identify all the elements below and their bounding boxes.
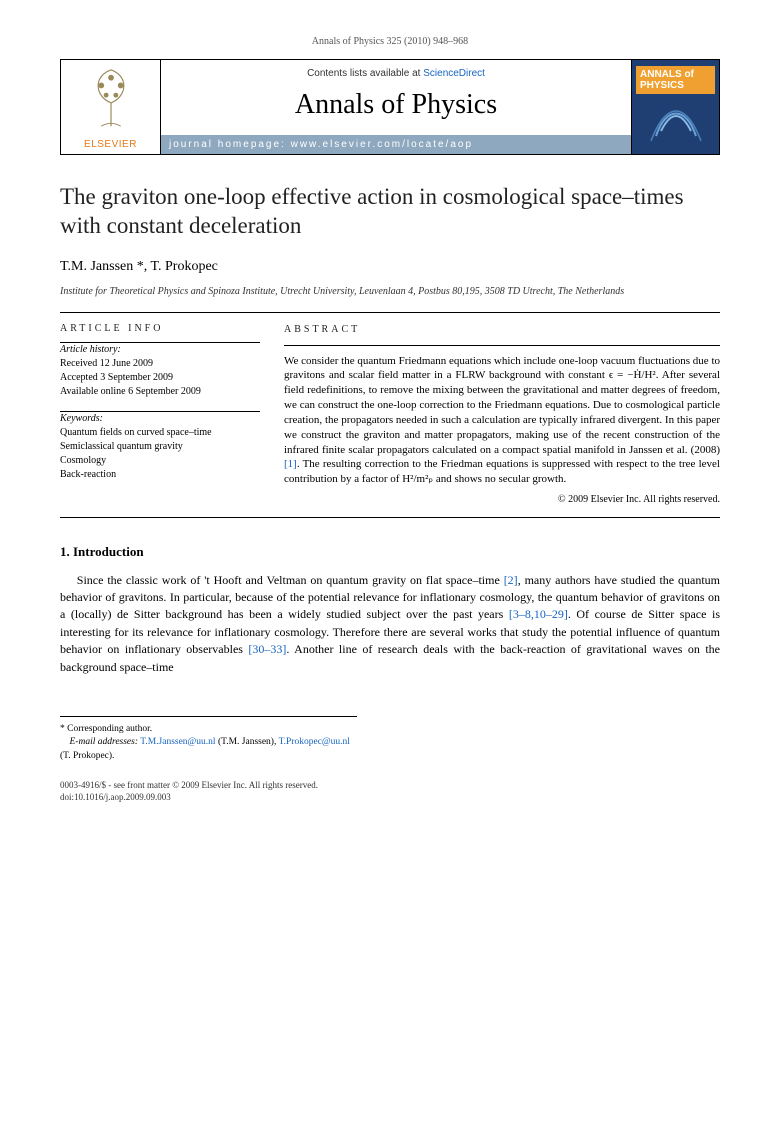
copyright: © 2009 Elsevier Inc. All rights reserved…: [284, 493, 720, 507]
email-link[interactable]: T.Prokopec@uu.nl: [279, 737, 350, 747]
emails-line: E-mail addresses: T.M.Janssen@uu.nl (T.M…: [60, 736, 357, 763]
issn-line: 0003-4916/$ - see front matter © 2009 El…: [60, 779, 720, 792]
page: Annals of Physics 325 (2010) 948–968 ELS…: [0, 0, 780, 844]
masthead-center: Contents lists available at ScienceDirec…: [161, 60, 631, 154]
abstract-label: ABSTRACT: [284, 323, 720, 337]
keywords: Keywords: Quantum fields on curved space…: [60, 412, 260, 482]
cover-label: ANNALS of PHYSICS: [636, 66, 715, 94]
emails-label: E-mail addresses:: [70, 737, 139, 747]
corresponding-author: * Corresponding author.: [60, 723, 357, 736]
keyword: Semiclassical quantum gravity: [60, 440, 260, 454]
received-date: Received 12 June 2009: [60, 357, 260, 371]
publisher-block: ELSEVIER: [61, 60, 161, 154]
contents-line: Contents lists available at ScienceDirec…: [161, 60, 631, 83]
keyword: Cosmology: [60, 454, 260, 468]
masthead: ELSEVIER Contents lists available at Sci…: [60, 59, 720, 155]
abstract-text: . The resulting correction to the Friedm…: [284, 458, 720, 485]
keyword: Back-reaction: [60, 468, 260, 482]
sciencedirect-link[interactable]: ScienceDirect: [423, 68, 485, 79]
info-label: ARTICLE INFO: [60, 323, 260, 334]
info-abstract-row: ARTICLE INFO Article history: Received 1…: [60, 323, 720, 507]
citation-link[interactable]: [30–33]: [248, 642, 286, 656]
rule-bottom: [60, 517, 720, 518]
contents-prefix: Contents lists available at: [307, 68, 423, 79]
journal-cover: ANNALS of PHYSICS: [631, 60, 719, 154]
history-head: Article history:: [60, 343, 260, 357]
citation-link[interactable]: [1]: [284, 458, 297, 470]
footnotes: * Corresponding author. E-mail addresses…: [60, 716, 357, 763]
abstract-text: We consider the quantum Friedmann equati…: [284, 355, 720, 456]
doi-line: doi:10.1016/j.aop.2009.09.003: [60, 791, 720, 804]
abstract: ABSTRACT We consider the quantum Friedma…: [284, 323, 720, 507]
citation-link[interactable]: [3–8,10–29]: [509, 607, 568, 621]
keywords-head: Keywords:: [60, 412, 260, 426]
body-paragraph: Since the classic work of 't Hooft and V…: [60, 572, 720, 676]
front-matter: 0003-4916/$ - see front matter © 2009 El…: [60, 779, 720, 804]
elsevier-tree-icon: [81, 66, 141, 134]
journal-title: Annals of Physics: [161, 83, 631, 135]
affiliation: Institute for Theoretical Physics and Sp…: [60, 285, 720, 299]
publisher-name: ELSEVIER: [84, 139, 137, 150]
body-text: Since the classic work of 't Hooft and V…: [77, 573, 504, 587]
email-link[interactable]: T.M.Janssen@uu.nl: [140, 737, 215, 747]
article-title: The graviton one-loop effective action i…: [60, 183, 720, 241]
article-history: Article history: Received 12 June 2009 A…: [60, 343, 260, 399]
online-date: Available online 6 September 2009: [60, 385, 260, 399]
section-heading: 1. Introduction: [60, 544, 720, 560]
accepted-date: Accepted 3 September 2009: [60, 371, 260, 385]
authors: T.M. Janssen *, T. Prokopec: [60, 259, 720, 275]
cover-art-icon: [646, 94, 706, 148]
abs-rule: [284, 345, 720, 346]
keyword: Quantum fields on curved space–time: [60, 426, 260, 440]
email-who: (T.M. Janssen),: [218, 737, 276, 747]
citation-link[interactable]: [2]: [504, 573, 518, 587]
email-who: (T. Prokopec).: [60, 751, 114, 761]
running-head: Annals of Physics 325 (2010) 948–968: [60, 36, 720, 47]
article-info: ARTICLE INFO Article history: Received 1…: [60, 323, 260, 507]
rule-top: [60, 312, 720, 313]
journal-homepage-bar: journal homepage: www.elsevier.com/locat…: [161, 135, 631, 154]
